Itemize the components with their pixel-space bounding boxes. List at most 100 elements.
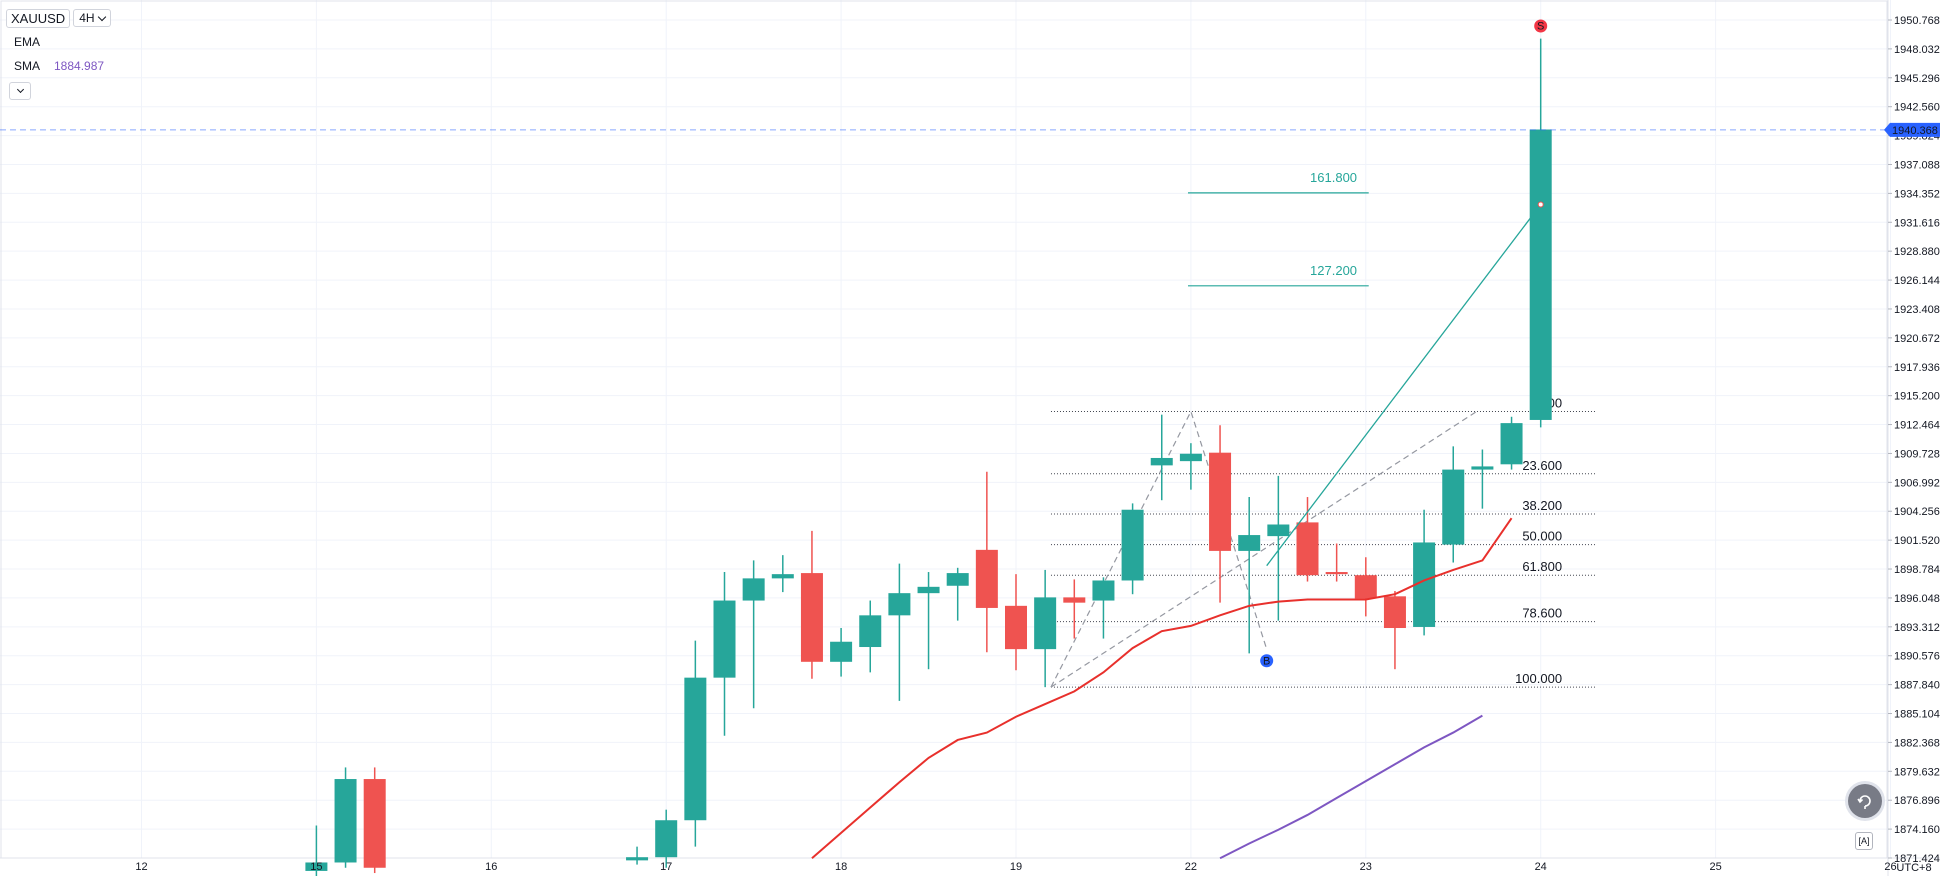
candle-body[interactable] xyxy=(655,820,678,858)
fib-retracement-label: 38.200 xyxy=(1522,498,1562,513)
candle-body[interactable] xyxy=(830,641,853,662)
price-tick-label: 1942.560 xyxy=(1894,102,1940,114)
price-tick-label: 1901.520 xyxy=(1894,535,1940,547)
candle-body[interactable] xyxy=(742,578,765,601)
candle-body[interactable] xyxy=(1238,535,1261,551)
price-tick-label: 1928.880 xyxy=(1894,246,1940,258)
candle-body[interactable] xyxy=(859,615,882,648)
date-tick-label: 23 xyxy=(1360,861,1372,873)
date-tick-label: 24 xyxy=(1535,861,1547,873)
candle-body[interactable] xyxy=(1325,572,1348,575)
candle-body[interactable] xyxy=(888,593,911,616)
candle-body[interactable] xyxy=(917,586,940,594)
fib-extension-label: 127.200 xyxy=(1310,263,1357,278)
price-tick-label: 1937.088 xyxy=(1894,159,1940,171)
price-tick-label: 1871.424 xyxy=(1894,853,1940,865)
fib-retracement-label: 61.800 xyxy=(1522,559,1562,574)
candle-body[interactable] xyxy=(975,549,998,608)
indicator-row-ema[interactable]: EMA xyxy=(6,30,111,54)
candle-body[interactable] xyxy=(1092,580,1115,601)
price-tick-label: 1920.672 xyxy=(1894,333,1940,345)
price-tick-label: 1909.728 xyxy=(1894,448,1940,460)
trend-line-dashed xyxy=(1050,410,1477,688)
price-tick-label: 1876.896 xyxy=(1894,795,1940,807)
indicator-name: EMA xyxy=(14,35,41,49)
reset-chart-button[interactable] xyxy=(1848,784,1882,818)
candle-body[interactable] xyxy=(626,857,649,861)
price-tick-label: 1934.352 xyxy=(1894,188,1940,200)
candle-body[interactable] xyxy=(1121,509,1144,581)
candle-body[interactable] xyxy=(363,779,386,868)
timezone-label[interactable]: UTC+8 xyxy=(1896,862,1931,874)
candle-body[interactable] xyxy=(946,573,969,586)
price-tick-label: 1893.312 xyxy=(1894,622,1940,634)
symbol-selector[interactable]: XAUUSD xyxy=(6,8,71,28)
price-tick-label: 1923.408 xyxy=(1894,304,1940,316)
price-tick-label: 1950.768 xyxy=(1894,15,1940,27)
candle-body[interactable] xyxy=(771,574,794,579)
candle-body[interactable] xyxy=(684,677,707,821)
candle-body[interactable] xyxy=(1209,452,1232,551)
candle-body[interactable] xyxy=(1354,575,1377,599)
signal-marker-buy[interactable] xyxy=(1260,654,1274,668)
candle-body[interactable] xyxy=(1413,542,1436,627)
price-tick-label: 1879.632 xyxy=(1894,766,1940,778)
candle-body[interactable] xyxy=(1383,596,1406,629)
price-tick-label: 1906.992 xyxy=(1894,477,1940,489)
candle-body[interactable] xyxy=(1063,597,1086,603)
chevron-down-icon xyxy=(16,85,24,94)
fib-retracement-label: 78.600 xyxy=(1522,606,1562,621)
fib-retracement-label: 50.000 xyxy=(1522,529,1562,544)
candle-body[interactable] xyxy=(1471,466,1494,470)
candle-body[interactable] xyxy=(1267,524,1290,537)
ema-line[interactable] xyxy=(811,517,1513,860)
fib-retracement-label: 100.000 xyxy=(1515,671,1562,686)
candle-body[interactable] xyxy=(713,600,736,678)
date-tick-label: 16 xyxy=(485,861,497,873)
date-tick-label: 17 xyxy=(660,861,672,873)
candle-body[interactable] xyxy=(1179,453,1202,462)
date-tick-label: 19 xyxy=(1010,861,1022,873)
price-tick-label: 1874.160 xyxy=(1894,824,1940,836)
symbol-row: XAUUSD 4H xyxy=(6,6,111,30)
candle-body[interactable] xyxy=(1296,522,1319,576)
candle-body[interactable] xyxy=(1034,597,1057,650)
candle-body[interactable] xyxy=(1150,457,1173,466)
timeframe-label: 4H xyxy=(79,11,95,25)
candle-body[interactable] xyxy=(1500,423,1523,465)
zigzag-pattern xyxy=(1050,409,1268,688)
sma-line[interactable] xyxy=(1219,714,1483,860)
candle-body[interactable] xyxy=(1442,469,1465,545)
projection-point xyxy=(1537,201,1544,208)
timeframe-selector[interactable]: 4H xyxy=(73,9,111,27)
signal-marker-sell[interactable] xyxy=(1534,19,1548,33)
candle-body[interactable] xyxy=(1529,129,1552,420)
price-tick-label: 1882.368 xyxy=(1894,737,1940,749)
candle-body[interactable] xyxy=(305,862,328,871)
price-tick-label: 1945.296 xyxy=(1894,73,1940,85)
price-tick-label: 1887.840 xyxy=(1894,680,1940,692)
price-tick-label: 1948.032 xyxy=(1894,44,1940,56)
price-tick-label: 1915.200 xyxy=(1894,391,1940,403)
price-tick-label: 1926.144 xyxy=(1894,275,1940,287)
candle-body[interactable] xyxy=(334,779,357,863)
date-tick-label: 15 xyxy=(310,861,322,873)
date-tick-label: 12 xyxy=(135,861,147,873)
projection-line xyxy=(1266,204,1542,567)
price-tick-label: 1912.464 xyxy=(1894,420,1940,432)
price-tick-label: 1898.784 xyxy=(1894,564,1940,576)
price-tick-label: 1904.256 xyxy=(1894,506,1940,518)
date-tick-label: 18 xyxy=(835,861,847,873)
candle-body[interactable] xyxy=(1005,605,1027,650)
price-tick-label: 1896.048 xyxy=(1894,593,1940,605)
auto-scale-button[interactable]: [A] xyxy=(1855,832,1873,850)
indicator-row-sma[interactable]: SMA 1884.987 xyxy=(6,54,111,78)
chart-legend: XAUUSD 4H EMA SMA 1884.987 xyxy=(6,6,111,100)
fib-extension-label: 161.800 xyxy=(1310,170,1357,185)
candle-body[interactable] xyxy=(800,573,823,662)
signal-label: S xyxy=(1537,20,1544,32)
current-price-tag xyxy=(1884,122,1940,137)
legend-collapse-button[interactable] xyxy=(9,82,31,100)
price-tick-label: 1885.104 xyxy=(1894,709,1940,721)
